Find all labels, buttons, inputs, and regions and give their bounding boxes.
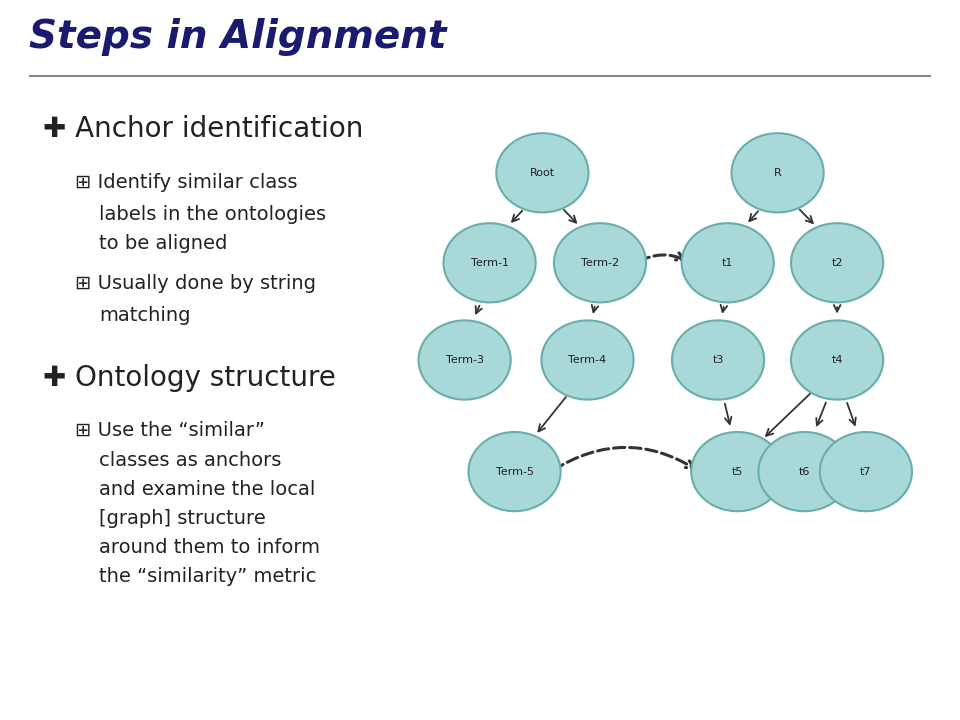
Ellipse shape bbox=[419, 320, 511, 400]
Ellipse shape bbox=[691, 432, 783, 511]
Text: Root: Root bbox=[530, 168, 555, 178]
Text: t2: t2 bbox=[831, 258, 843, 268]
Text: to be aligned: to be aligned bbox=[99, 234, 228, 253]
Ellipse shape bbox=[672, 320, 764, 400]
Text: Term-2: Term-2 bbox=[581, 258, 619, 268]
Text: the “similarity” metric: the “similarity” metric bbox=[99, 567, 316, 585]
Text: Term-3: Term-3 bbox=[445, 355, 484, 365]
Ellipse shape bbox=[791, 223, 883, 302]
Text: [graph] structure: [graph] structure bbox=[99, 509, 266, 528]
Text: ⊞ Use the “similar”: ⊞ Use the “similar” bbox=[75, 421, 265, 440]
Text: t5: t5 bbox=[732, 467, 743, 477]
Ellipse shape bbox=[820, 432, 912, 511]
Text: Term-5: Term-5 bbox=[495, 467, 534, 477]
Text: around them to inform: around them to inform bbox=[99, 538, 320, 557]
Ellipse shape bbox=[468, 432, 561, 511]
Ellipse shape bbox=[554, 223, 646, 302]
Ellipse shape bbox=[541, 320, 634, 400]
Ellipse shape bbox=[732, 133, 824, 212]
Ellipse shape bbox=[682, 223, 774, 302]
Text: t3: t3 bbox=[712, 355, 724, 365]
Text: t7: t7 bbox=[860, 467, 872, 477]
Text: ⊞ Identify similar class: ⊞ Identify similar class bbox=[75, 173, 298, 192]
Ellipse shape bbox=[758, 432, 851, 511]
Text: classes as anchors: classes as anchors bbox=[99, 451, 281, 470]
Text: Term-4: Term-4 bbox=[568, 355, 607, 365]
Text: Steps in Alignment: Steps in Alignment bbox=[29, 18, 446, 56]
Text: R: R bbox=[774, 168, 781, 178]
Text: ⊞ Usually done by string: ⊞ Usually done by string bbox=[75, 274, 316, 292]
Text: ✚ Ontology structure: ✚ Ontology structure bbox=[43, 364, 336, 392]
Text: Term-1: Term-1 bbox=[470, 258, 509, 268]
Ellipse shape bbox=[791, 320, 883, 400]
Text: labels in the ontologies: labels in the ontologies bbox=[99, 205, 326, 224]
Text: ✚ Anchor identification: ✚ Anchor identification bbox=[43, 115, 364, 143]
Ellipse shape bbox=[444, 223, 536, 302]
Text: t6: t6 bbox=[799, 467, 810, 477]
Text: and examine the local: and examine the local bbox=[99, 480, 315, 499]
Ellipse shape bbox=[496, 133, 588, 212]
Text: matching: matching bbox=[99, 306, 190, 325]
Text: t4: t4 bbox=[831, 355, 843, 365]
Text: t1: t1 bbox=[722, 258, 733, 268]
